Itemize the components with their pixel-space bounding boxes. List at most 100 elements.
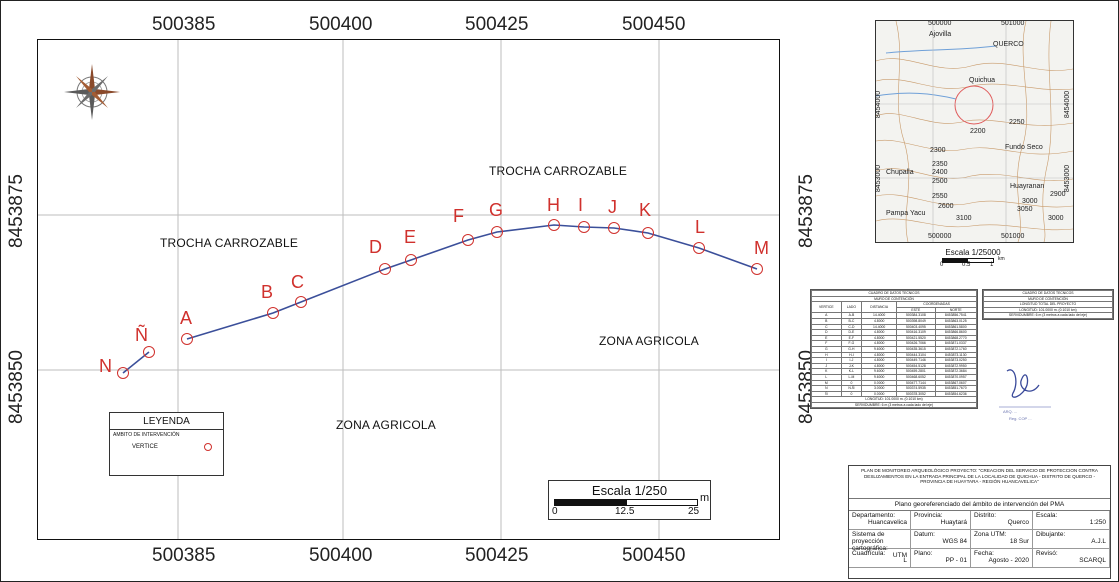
table-cell: 8453871.0337 [934, 340, 977, 347]
vertex-marker-F[interactable] [462, 234, 474, 246]
contour-3050: 3050 [1017, 206, 1033, 213]
coord-col-group: COORDENADAS [896, 301, 977, 308]
coord-col-lado: LADO [840, 301, 863, 314]
vertex-marker-I[interactable] [578, 221, 590, 233]
vertex-marker-K[interactable] [642, 227, 654, 239]
vertex-label-f: F [453, 206, 464, 226]
place-chupalla: Chupalla [886, 169, 914, 176]
table-cell: 8453873.0250 [934, 357, 977, 364]
place-quichua: Quichua [969, 77, 996, 84]
table-cell: 8453867.0607 [934, 379, 977, 387]
coord-col-distancia: DISTANCIA [861, 301, 898, 314]
contour-2900: 2900 [1050, 191, 1066, 198]
legend-title: LEYENDA [110, 413, 223, 430]
title-block-value: 18 Sur [1009, 538, 1029, 545]
vertex-marker-J[interactable] [608, 222, 620, 234]
vertex-marker-L[interactable] [693, 242, 705, 254]
vertex-label-k: K [639, 200, 652, 220]
vertex-label-i: I [578, 195, 584, 215]
vertex-label-a: A [180, 308, 193, 328]
scale-tick-end: 25 [688, 506, 700, 517]
table-row: H H-I 4.8000 500444.3104 8453873.1130 [811, 351, 977, 359]
table-cell: 8453854.6236 [934, 390, 977, 398]
table-cell: 500398.8049 [896, 318, 936, 325]
vertex-label-enye: Ñ [135, 325, 148, 345]
title-block-cell: Cuadrícula: L [849, 549, 911, 568]
title-block-cell: Escala: 1:250 [1033, 511, 1110, 530]
summary-table: CUADRO DE DATOS TECNICOS MURO DE CONTENC… [982, 289, 1114, 320]
north-arrow-icon [64, 64, 120, 120]
contour-3000-b: 3000 [1048, 215, 1064, 222]
table-cell: 500435.3615 [896, 345, 936, 353]
table-cell: 8453868.2770 [934, 334, 977, 342]
loc-coord-top-2: 501000 [1001, 20, 1025, 27]
vertex-marker-G[interactable] [491, 226, 503, 238]
title-block-key: Departamento: [852, 512, 895, 519]
title-block-value: 1:250 [1089, 519, 1106, 526]
contour-2250: 2250 [1009, 119, 1025, 126]
title-block-grid: Departamento: Huancavelica Provincia: Huayt… [849, 511, 1110, 568]
table-row: J J-K 4.8000 500454.5128 8453872.9950 [811, 362, 977, 370]
table-cell: F [811, 340, 842, 347]
coord-bottom-2: 500400 [309, 545, 373, 566]
label-trocha-left: TROCHA CARROZABLE [160, 236, 299, 250]
signature-stamp: ARQ. ... Reg. COP ... [985, 363, 1065, 425]
table-cell: 8453861.5800 [934, 323, 977, 331]
vertex-layer [117, 219, 763, 379]
title-block-value: WGS 84 [942, 538, 967, 545]
table-cell: K [811, 368, 842, 375]
table-cell: L [811, 373, 842, 381]
vertex-label-g: G [489, 200, 504, 220]
table-cell: 500403.4095 [896, 323, 936, 331]
vertex-marker-E[interactable] [405, 254, 417, 266]
coord-top-1: 500385 [152, 14, 216, 35]
vertex-label-n: N [99, 356, 112, 376]
contour-2350: 2350 [932, 161, 948, 168]
signature-line-1: ARQ. ... [1003, 409, 1018, 414]
table-cell: N [811, 385, 842, 392]
title-block-cell: Provincia: Huaytará [911, 511, 971, 530]
table-cell: 8453863.0125 [934, 318, 977, 325]
vertex-marker-N[interactable] [117, 367, 129, 379]
summary-subtitle: MURO DE CONTENCIÓN [983, 295, 1113, 303]
vertex-marker-A[interactable] [181, 333, 193, 345]
summary-title: CUADRO DE DATOS TECNICOS [983, 290, 1113, 297]
vertex-label-j: J [608, 197, 617, 217]
vertex-marker-M[interactable] [751, 263, 763, 275]
loc-coord-top-1: 500000 [928, 20, 952, 27]
table-cell: 8453872.1760 [934, 345, 977, 353]
title-block-value: Huancavelica [867, 519, 907, 526]
vertex-marker-C[interactable] [295, 296, 307, 308]
title-block-key: Revisó: [1036, 550, 1058, 557]
place-fundo-seco: Fundo Seco [1005, 144, 1043, 151]
location-map[interactable]: 500000 501000 500000 501000 8454000 8453… [875, 20, 1074, 243]
table-row: E E-F 4.8000 500421.5520 8453868.2770 [811, 334, 977, 342]
title-block-cell: Datum: WGS 84 [911, 530, 971, 549]
table-row: D D-E 4.8000 500416.3109 8453866.8600 [811, 329, 977, 336]
signature-line-2: Reg. COP ... [1009, 416, 1032, 421]
table-row: G G-H 9.6000 500435.3615 8453872.1760 [811, 345, 977, 353]
table-cell: A [811, 312, 842, 319]
title-block-key: Cuadrícula: [852, 550, 886, 557]
title-block-cell: Revisó: SCARQL [1033, 549, 1110, 568]
vertex-marker-D[interactable] [379, 263, 391, 275]
title-block-key: Sistema de proyección cartográfica: [852, 531, 888, 552]
coord-bottom-4: 500450 [622, 545, 686, 566]
vertex-marker-Ñ[interactable] [143, 346, 155, 358]
signature-icon [999, 369, 1051, 408]
table-cell: 8453866.8600 [934, 329, 977, 336]
table-cell: 500426.7066 [896, 340, 936, 347]
summary-line-3: SERVIDUMBRE: 6 m (3 metros a cada lado d… [983, 312, 1113, 319]
legend-item-vertice: VERTICE [110, 440, 223, 451]
table-cell: 8453872.9950 [934, 362, 977, 370]
loc-coord-right-1: 8454000 [1064, 90, 1072, 119]
title-block-value: A.J.L [1091, 538, 1106, 545]
title-block-cell: Dibujante: A.J.L [1033, 530, 1110, 549]
contour-2200: 2200 [970, 128, 986, 135]
coord-right-1: 8453875 [795, 174, 817, 248]
table-cell: 500449.7146 [896, 357, 936, 364]
table-row: A A-B 14.4000 500384.3108 8453856.7541 [811, 312, 977, 319]
contour-2600: 2600 [938, 203, 954, 210]
vertex-marker-B[interactable] [267, 307, 279, 319]
vertex-marker-H[interactable] [548, 219, 560, 231]
